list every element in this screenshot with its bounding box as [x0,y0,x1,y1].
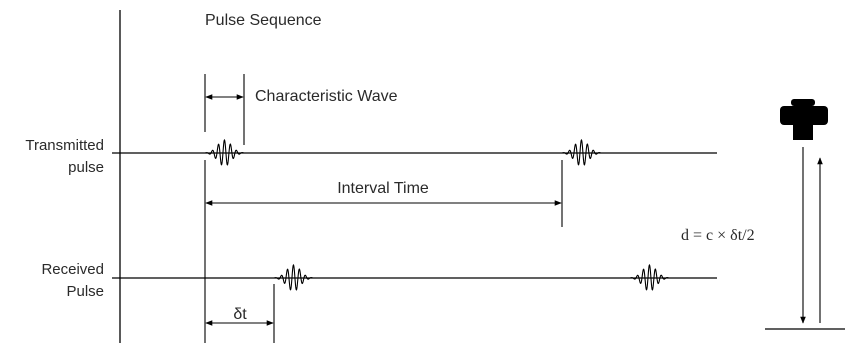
characteristic-wave-label: Characteristic Wave [255,88,398,105]
received-label-line1: Received [41,261,104,278]
transmitted-label-line2: pulse [68,159,104,176]
received-label-line2: Pulse [66,283,104,300]
received-pulse-1 [273,264,314,291]
transmitted-pulse-2 [561,139,602,166]
distance-formula: d = c × δt/2 [681,227,755,244]
received-pulse-2 [629,264,670,291]
transmitted-pulse-1 [204,139,245,166]
ultrasonic-sensor-icon [780,99,828,140]
delta-t-label: δt [233,306,247,323]
diagram-title: Pulse Sequence [205,12,322,29]
interval-time-label: Interval Time [337,180,429,197]
transmitted-label-line1: Transmitted [25,137,104,154]
